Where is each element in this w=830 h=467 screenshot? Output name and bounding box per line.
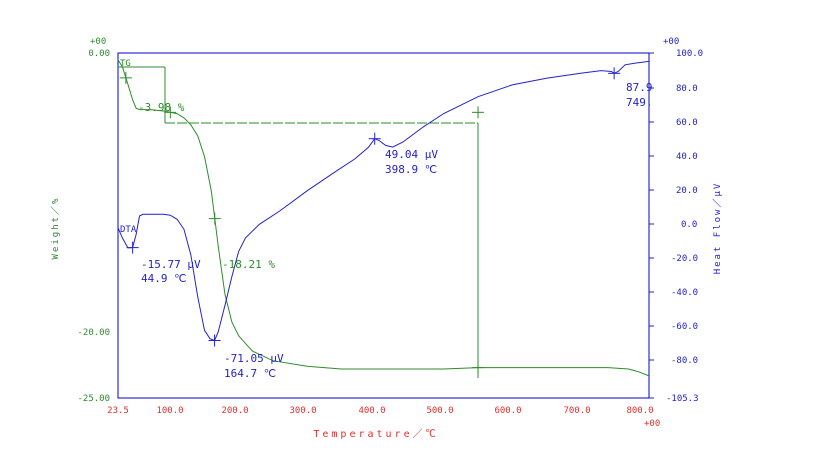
cross-marker xyxy=(208,212,221,225)
x-tick-label: 23.5 xyxy=(107,406,129,416)
y-left-tick-label: -25.00 xyxy=(77,394,110,404)
cross-marker xyxy=(608,67,621,80)
series-line-dta xyxy=(117,60,650,342)
dta-peak1-value: -15.77 μV xyxy=(141,258,201,271)
dta-peak3-value: 49.04 μV xyxy=(385,148,438,161)
x-axis-title: Temperature／℃ xyxy=(313,428,438,440)
tg-series-label: TG xyxy=(120,59,131,69)
x-tick-label: 200.0 xyxy=(221,406,248,416)
cross-marker xyxy=(472,361,485,374)
x-tick-label: 100.0 xyxy=(156,406,183,416)
dta-peak4-value: 87.9 xyxy=(626,81,653,94)
series-line-tg xyxy=(117,59,650,377)
y-right-tick-label: 0.0 xyxy=(681,220,697,230)
y-left-axis-title: Weight／% xyxy=(50,197,61,260)
y-right-tick-label: -105.3 xyxy=(666,394,699,404)
y-right-tick-label: 40.0 xyxy=(676,152,698,162)
tg-step1-label: -3.98 % xyxy=(138,101,185,114)
y-right-tick-label: 20.0 xyxy=(676,186,698,196)
x-tick-label: 500.0 xyxy=(426,406,453,416)
dta-peak1-temp: 44.9 ℃ xyxy=(141,272,186,285)
x-tick-label: 300.0 xyxy=(289,406,316,416)
y-right-tick-label: -80.0 xyxy=(671,356,698,366)
cross-marker xyxy=(119,71,132,84)
y-right-ticks: 100.0 80.0 60.0 40.0 20.0 0.0 -20.0 -40.… xyxy=(649,49,703,404)
cross-marker xyxy=(126,241,139,254)
cross-marker xyxy=(472,106,485,119)
x-ticks: 23.5 100.0 200.0 300.0 400.0 500.0 600.0… xyxy=(107,406,653,416)
cross-marker xyxy=(164,106,177,119)
y-left-tick-label: -20.00 xyxy=(77,328,110,338)
dta-peak4-temp: 749. xyxy=(626,96,653,109)
x-tick-label: 600.0 xyxy=(494,406,521,416)
y-right-tick-label: 60.0 xyxy=(676,118,698,128)
y-right-tick-label: -20.0 xyxy=(671,254,698,264)
y-left-ticks: 0.00 -20.00 -25.00 xyxy=(77,49,110,404)
dta-peak2-value: -71.05 μV xyxy=(224,352,284,365)
y-right-tick-label: 100.0 xyxy=(676,49,703,59)
tg-step-markers xyxy=(118,66,479,378)
y-right-tick-label: -60.0 xyxy=(671,322,698,332)
x-tick-label: 800.0 xyxy=(626,406,653,416)
y-left-exponent: +00 xyxy=(90,37,106,47)
x-tick-label: 700.0 xyxy=(563,406,590,416)
plot-frame xyxy=(117,52,650,399)
x-exponent: +00 xyxy=(644,419,660,429)
y-right-tick-label: -40.0 xyxy=(671,288,698,298)
dta-peak3-temp: 398.9 ℃ xyxy=(385,163,437,176)
x-tick-label: 400.0 xyxy=(358,406,385,416)
cross-marker xyxy=(208,334,221,347)
y-right-axis-title: Heat Flow／μV xyxy=(712,182,723,275)
dta-peak2-temp: 164.7 ℃ xyxy=(224,367,276,380)
dta-series-label: DTA xyxy=(120,225,137,235)
tg-step2-label: -18.21 % xyxy=(222,258,275,271)
y-right-tick-label: 80.0 xyxy=(676,84,698,94)
y-left-tick-label: 0.00 xyxy=(88,49,110,59)
y-right-exponent: +00 xyxy=(663,37,679,47)
cross-marker xyxy=(368,132,381,145)
